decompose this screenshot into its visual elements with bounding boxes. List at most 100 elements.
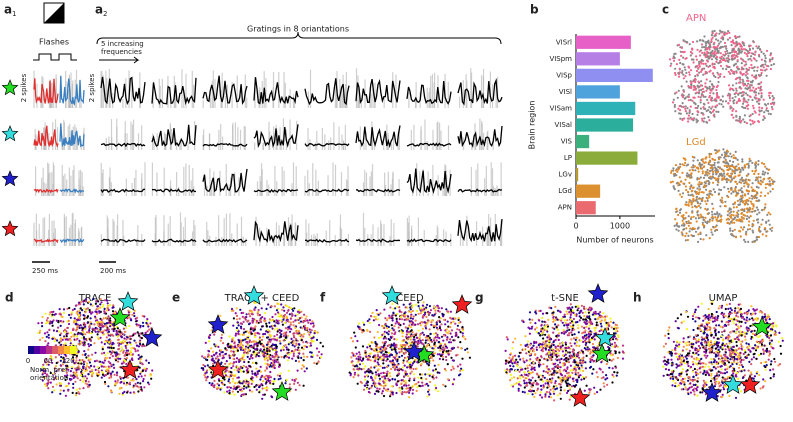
note: frequencies	[101, 48, 142, 56]
point	[765, 49, 769, 53]
point	[292, 354, 295, 358]
point	[81, 359, 84, 362]
point	[724, 155, 727, 158]
point	[699, 107, 703, 110]
point	[718, 32, 721, 35]
point	[108, 341, 111, 344]
point	[684, 57, 687, 60]
point	[753, 172, 756, 176]
point	[111, 355, 114, 358]
point	[237, 332, 240, 335]
point	[227, 370, 230, 373]
point	[225, 360, 228, 363]
point	[681, 71, 684, 74]
point	[310, 355, 313, 358]
point	[208, 381, 211, 385]
point	[228, 381, 232, 384]
point	[287, 356, 291, 359]
point	[749, 215, 752, 218]
point	[764, 171, 767, 174]
point	[748, 216, 751, 219]
point	[698, 197, 701, 200]
point	[758, 110, 762, 113]
point	[139, 356, 142, 359]
point	[684, 110, 687, 113]
mean-trace	[202, 168, 248, 193]
point	[694, 75, 697, 78]
point	[271, 396, 274, 399]
point	[738, 117, 741, 120]
point	[729, 227, 732, 230]
point	[264, 362, 267, 365]
point	[732, 70, 735, 74]
point	[302, 352, 305, 355]
point	[706, 197, 709, 200]
point	[756, 178, 759, 181]
point	[269, 335, 272, 338]
point	[269, 370, 272, 374]
point	[681, 232, 684, 236]
point	[88, 383, 91, 386]
point	[261, 387, 264, 390]
point	[277, 322, 280, 325]
point	[85, 356, 88, 359]
point	[729, 229, 732, 232]
point	[206, 364, 209, 367]
point	[213, 384, 216, 387]
point	[713, 63, 716, 66]
point	[134, 341, 138, 344]
point	[731, 84, 735, 87]
mean-trace	[100, 142, 146, 148]
mean-trace	[457, 219, 503, 243]
point	[697, 183, 700, 186]
point	[78, 309, 81, 312]
point	[280, 355, 283, 358]
point	[756, 69, 759, 72]
point	[243, 393, 246, 396]
point	[125, 338, 128, 341]
point	[417, 312, 420, 315]
point	[84, 298, 88, 301]
point	[97, 300, 100, 303]
point	[762, 118, 765, 121]
point	[53, 389, 56, 392]
point	[740, 198, 743, 201]
point	[708, 106, 711, 109]
point	[74, 380, 77, 383]
point	[730, 216, 733, 219]
trace-cell	[151, 162, 196, 196]
point	[312, 322, 315, 325]
point	[95, 310, 98, 314]
point	[260, 307, 263, 310]
point	[371, 311, 374, 314]
point	[727, 70, 730, 73]
point	[86, 307, 89, 310]
point	[262, 393, 265, 396]
point	[678, 112, 681, 115]
point	[242, 320, 245, 323]
point	[698, 188, 701, 191]
point	[727, 187, 730, 190]
point	[725, 47, 728, 50]
point	[717, 192, 721, 195]
point	[731, 97, 734, 100]
trace-cell	[355, 121, 401, 150]
point	[694, 80, 697, 84]
point	[246, 352, 249, 355]
point	[213, 333, 216, 336]
point	[695, 55, 698, 58]
point	[678, 67, 681, 70]
point	[686, 107, 689, 110]
point	[244, 382, 247, 385]
point	[309, 351, 312, 354]
point	[306, 319, 309, 322]
bar	[576, 68, 653, 82]
point	[76, 337, 79, 340]
point	[745, 217, 749, 221]
point	[703, 181, 706, 184]
point	[734, 95, 737, 98]
point	[754, 195, 757, 198]
point	[689, 185, 692, 188]
trace-cell	[202, 70, 248, 108]
point	[84, 327, 87, 330]
